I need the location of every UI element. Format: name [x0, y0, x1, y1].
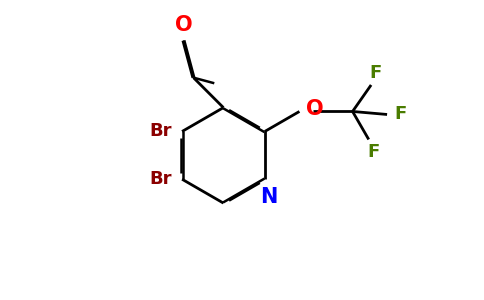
Text: F: F	[370, 64, 382, 82]
Text: O: O	[305, 99, 323, 119]
Text: F: F	[394, 106, 406, 124]
Text: F: F	[367, 142, 379, 160]
Text: O: O	[175, 15, 192, 35]
Text: Br: Br	[150, 170, 172, 188]
Text: N: N	[260, 187, 277, 207]
Text: Br: Br	[150, 122, 172, 140]
